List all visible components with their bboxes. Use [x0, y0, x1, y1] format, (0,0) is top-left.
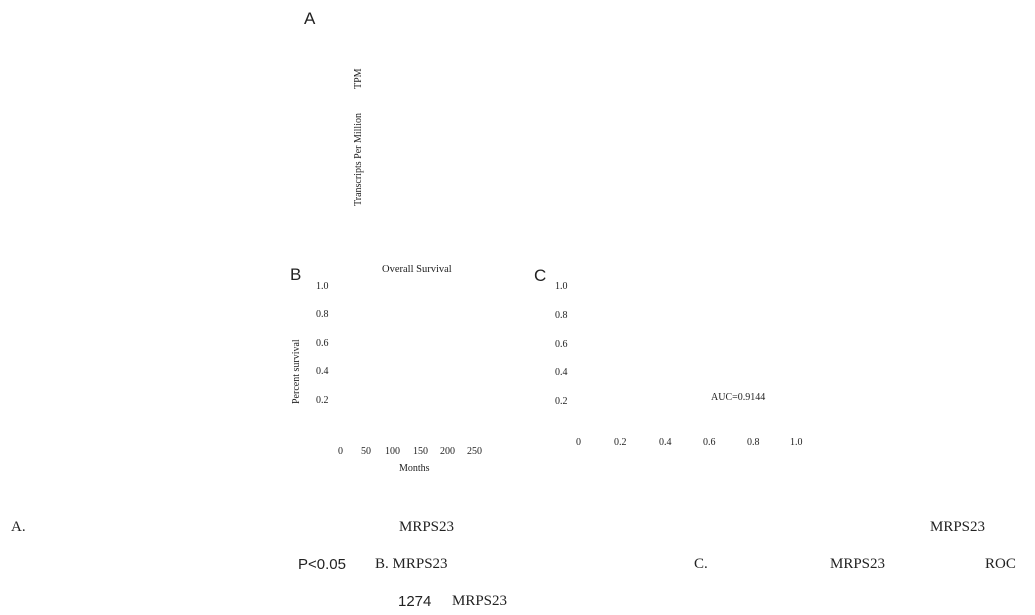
panel-c-xtick: 0.4 — [659, 437, 672, 448]
caption-label-a: A. — [11, 519, 26, 535]
panel-c-letter: C — [534, 266, 547, 285]
panel-b-xtick: 0 — [338, 446, 343, 457]
caption-gene: MRPS23 — [399, 519, 455, 535]
panel-a-ylabel-abbr: TPM — [353, 68, 364, 89]
panel-c-ytick: 0.6 — [555, 339, 568, 350]
panel-b-ytick: 0.8 — [316, 309, 329, 320]
panel-b-ytick: 1.0 — [316, 281, 329, 292]
caption-label-c: C. — [694, 556, 708, 572]
panel-a-letter: A — [304, 9, 316, 28]
panel-c-auc-annotation: AUC=0.9144 — [711, 392, 766, 403]
panel-c-ytick: 1.0 — [555, 281, 568, 292]
panel-c-ytick: 0.8 — [555, 310, 568, 321]
panel-c-xtick: 0.6 — [703, 437, 716, 448]
panel-b-title: Overall Survival — [382, 264, 452, 275]
panel-c-xtick: 0.2 — [614, 437, 627, 448]
panel-c-ytick: 0.2 — [555, 396, 568, 407]
caption-roc: ROC — [985, 556, 1016, 572]
panel-c-xtick: 1.0 — [790, 437, 803, 448]
panel-b-ylabel: Percent survival — [291, 339, 302, 404]
panel-b-letter: B — [290, 265, 302, 284]
panel-a-ylabel-main: Transcripts Per Million — [353, 113, 364, 206]
caption-p-value: P<0.05 — [298, 556, 346, 573]
panel-b-ytick: 0.4 — [316, 366, 329, 377]
panel-c-ytick: 0.4 — [555, 367, 568, 378]
panel-c-xtick: 0.8 — [747, 437, 760, 448]
panel-b-xtick: 100 — [385, 446, 400, 457]
panel-b-xtick: 200 — [440, 446, 455, 457]
panel-b-ytick: 0.6 — [316, 338, 329, 349]
panel-b-ytick: 0.2 — [316, 395, 329, 406]
caption-gene: MRPS23 — [830, 556, 886, 572]
caption-gene: MRPS23 — [452, 593, 508, 609]
panel-b-xtick: 50 — [361, 446, 371, 457]
caption-count: 1274 — [398, 593, 432, 610]
caption-label-b: B. MRPS23 — [375, 556, 448, 572]
caption-gene: MRPS23 — [930, 519, 986, 535]
panel-c-xtick: 0 — [576, 437, 581, 448]
panel-b-xlabel: Months — [399, 463, 430, 474]
panel-b-xtick: 150 — [413, 446, 428, 457]
panel-b-xtick: 250 — [467, 446, 482, 457]
